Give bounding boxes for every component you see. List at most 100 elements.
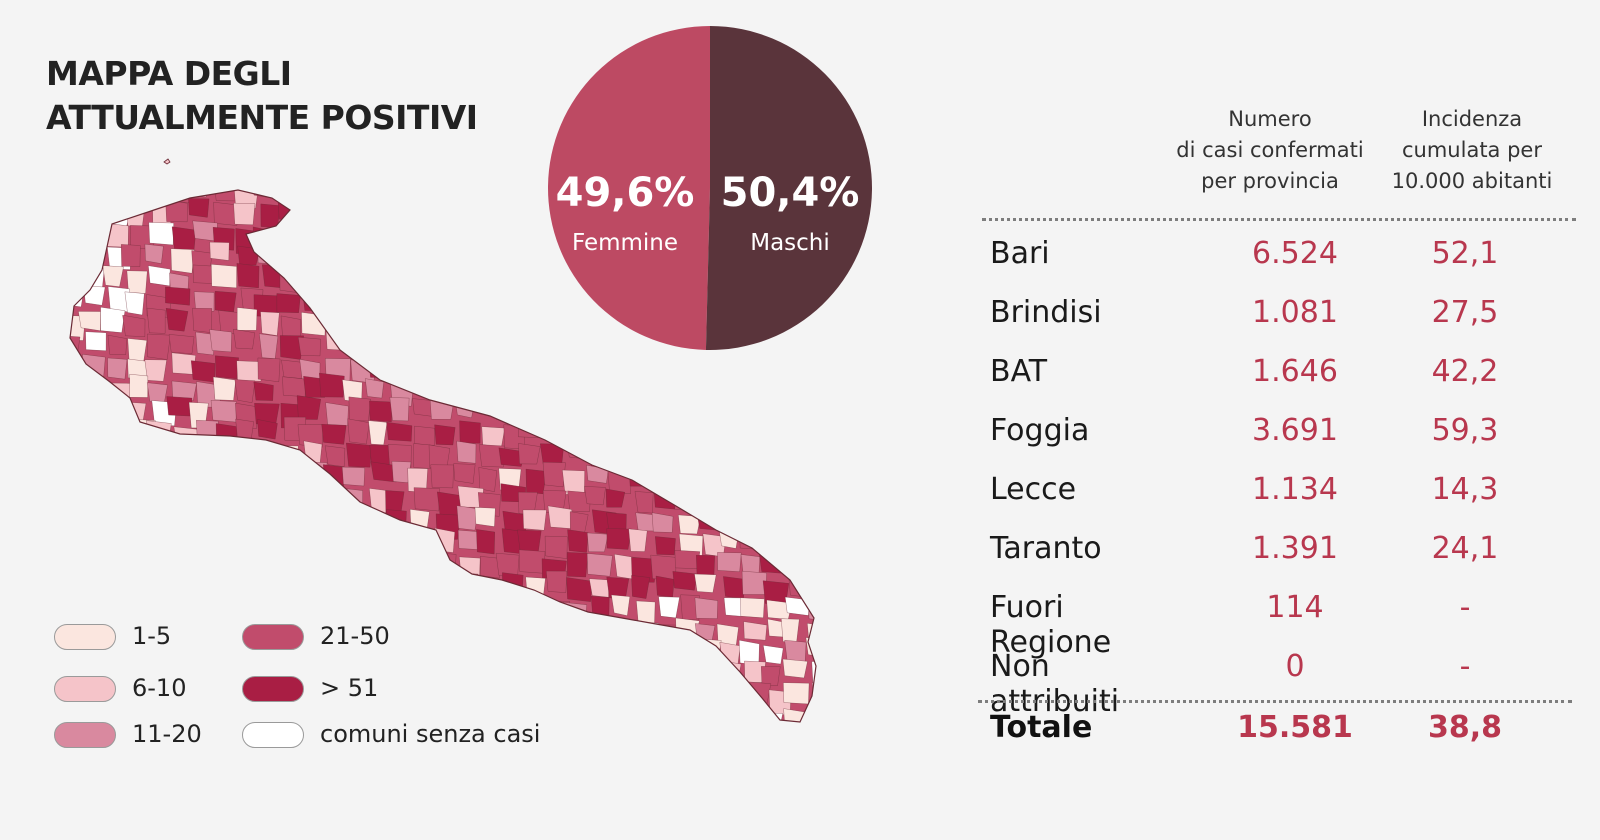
municipality-area xyxy=(720,398,742,418)
municipality-area xyxy=(545,570,568,593)
municipality-area xyxy=(694,597,719,619)
municipality-area xyxy=(722,382,746,407)
municipality-area xyxy=(764,733,787,740)
province-name: Fuori Regione xyxy=(990,590,1112,660)
municipality-area xyxy=(364,378,385,399)
legend-item-21-50: 21-50 xyxy=(242,620,572,660)
municipality-area xyxy=(274,190,299,201)
municipality-area xyxy=(122,190,146,203)
municipality-area xyxy=(349,190,369,206)
municipality-area xyxy=(651,425,671,450)
municipality-area xyxy=(415,203,435,222)
municipality-area xyxy=(741,570,767,595)
municipality-area xyxy=(694,661,721,686)
municipality-area xyxy=(744,732,763,740)
municipality-area xyxy=(762,644,784,665)
municipality-area xyxy=(657,726,677,740)
municipality-area xyxy=(700,492,725,512)
municipality-area xyxy=(369,400,393,423)
cases-value: 1.646 xyxy=(1252,354,1338,389)
legend-item-11-20: 11-20 xyxy=(54,718,384,758)
municipality-area xyxy=(148,190,168,203)
municipality-area xyxy=(236,307,258,331)
legend-item-6-10: 6-10 xyxy=(54,672,384,712)
incidence-value: 24,1 xyxy=(1431,531,1499,566)
municipality-area xyxy=(657,402,681,426)
municipality-area xyxy=(722,356,749,380)
header-line: Numero xyxy=(1228,107,1312,131)
municipality-area xyxy=(100,306,126,333)
municipality-area xyxy=(650,554,677,581)
municipality-area xyxy=(430,202,455,222)
municipality-area xyxy=(170,248,195,274)
map-title-line-2: ATTUALMENTE POSITIVI xyxy=(46,98,478,137)
municipality-area xyxy=(719,505,741,526)
cases-value: 1.134 xyxy=(1252,472,1338,507)
municipality-area xyxy=(810,467,816,492)
municipality-area xyxy=(253,381,274,401)
municipality-area xyxy=(718,527,740,549)
municipality-area xyxy=(522,509,547,531)
municipality-area xyxy=(673,733,694,740)
municipality-area xyxy=(195,331,215,356)
municipality-area xyxy=(655,637,680,663)
municipality-area xyxy=(655,624,680,649)
municipality-area xyxy=(655,575,675,598)
municipality-area xyxy=(165,199,188,223)
table-row: Non attribuiti 0 - xyxy=(0,649,1470,719)
municipality-area xyxy=(783,682,810,705)
municipality-area xyxy=(215,355,239,380)
municipality-area xyxy=(102,265,124,287)
municipality-area xyxy=(694,573,717,593)
municipality-area xyxy=(763,712,784,722)
municipality-area xyxy=(675,355,701,380)
municipality-area xyxy=(474,506,496,527)
municipality-area xyxy=(790,404,814,426)
municipality-area xyxy=(781,734,802,740)
municipality-area xyxy=(717,552,742,572)
municipality-area xyxy=(761,468,784,495)
municipality-area xyxy=(785,535,805,559)
municipality-area xyxy=(321,199,343,226)
legend-label: 6-10 xyxy=(132,674,187,702)
municipality-area xyxy=(699,689,722,712)
municipality-area xyxy=(456,203,481,230)
municipality-area xyxy=(209,241,230,261)
municipality-area xyxy=(85,331,107,352)
legend-item-1-5: 1-5 xyxy=(54,620,384,660)
municipality-area xyxy=(739,529,766,550)
municipality-area xyxy=(413,190,435,203)
municipality-area xyxy=(761,491,784,512)
municipality-area xyxy=(257,419,278,440)
table-row: Bari 6.524 52,1 xyxy=(0,236,1498,286)
municipality-area xyxy=(542,461,566,488)
municipality-area xyxy=(586,553,613,577)
incidence-value: 27,5 xyxy=(1431,295,1499,330)
municipality-area xyxy=(696,440,722,464)
municipality-area xyxy=(743,621,768,641)
municipality-area xyxy=(695,422,722,445)
municipality-area xyxy=(721,705,743,722)
municipality-area xyxy=(146,307,166,334)
municipality-area xyxy=(654,662,676,688)
municipality-area xyxy=(236,263,260,289)
municipality-area xyxy=(120,244,141,267)
municipality-area xyxy=(740,597,765,619)
municipality-area xyxy=(474,199,497,225)
municipality-area xyxy=(806,622,816,645)
province-name: Lecce xyxy=(990,472,1077,507)
table-header-cases: Numero di casi confermati per provincia xyxy=(1165,104,1375,197)
municipality-area xyxy=(741,356,764,378)
legend-swatch xyxy=(54,722,116,748)
municipality-area xyxy=(810,417,816,440)
municipality-area xyxy=(808,377,816,404)
legend-swatch xyxy=(242,722,304,748)
municipality-area xyxy=(144,359,167,382)
municipality-area xyxy=(740,510,763,535)
municipality-area xyxy=(658,596,680,619)
municipality-area xyxy=(146,333,171,360)
municipality-area xyxy=(723,488,743,516)
municipality-area xyxy=(631,575,651,599)
table-row: BAT 1.646 42,2 xyxy=(0,354,1498,404)
municipality-area xyxy=(386,421,413,442)
